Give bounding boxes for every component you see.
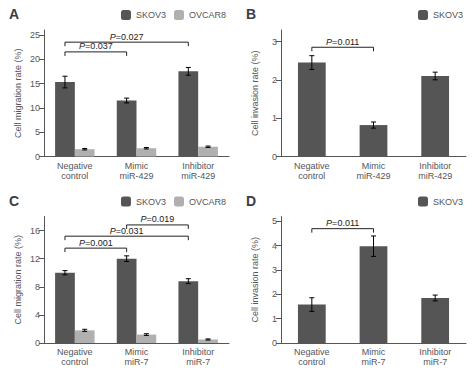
svg-text:0: 0	[35, 338, 40, 348]
svg-text:5: 5	[35, 127, 40, 137]
svg-text:A: A	[9, 6, 19, 22]
svg-text:P: P	[78, 237, 85, 248]
svg-text:miR-429: miR-429	[181, 171, 215, 181]
svg-text:Inhibitor: Inhibitor	[182, 347, 214, 357]
svg-text:Mimic: Mimic	[362, 161, 386, 171]
svg-text:SKOV3: SKOV3	[136, 197, 166, 207]
svg-text:12: 12	[30, 254, 40, 264]
svg-text:=0.027: =0.027	[116, 32, 144, 42]
svg-text:25: 25	[30, 30, 40, 40]
svg-text:miR-429: miR-429	[356, 171, 390, 181]
svg-text:SKOV3: SKOV3	[433, 10, 463, 20]
svg-text:control: control	[61, 171, 88, 181]
svg-text:Negative: Negative	[294, 161, 330, 171]
svg-text:10: 10	[30, 103, 40, 113]
svg-text:Mimic: Mimic	[125, 347, 149, 357]
svg-text:4: 4	[35, 310, 40, 320]
svg-text:Mimic: Mimic	[362, 347, 386, 357]
svg-text:P: P	[140, 214, 147, 225]
svg-text:Cell invasion rate (%): Cell invasion rate (%)	[250, 50, 260, 136]
svg-text:Negative: Negative	[294, 347, 330, 357]
svg-text:control: control	[61, 357, 88, 367]
svg-text:OVCAR8: OVCAR8	[189, 10, 226, 20]
svg-text:15: 15	[30, 79, 40, 89]
svg-text:Cell migration rate (%): Cell migration rate (%)	[13, 235, 23, 325]
svg-text:Negative: Negative	[57, 347, 93, 357]
svg-text:control: control	[298, 357, 325, 367]
svg-text:2: 2	[272, 289, 277, 299]
svg-text:SKOV3: SKOV3	[136, 10, 166, 20]
svg-text:P: P	[326, 218, 333, 229]
svg-text:16: 16	[30, 226, 40, 236]
svg-text:miR-429: miR-429	[418, 171, 452, 181]
svg-text:=0.011: =0.011	[332, 37, 359, 47]
svg-text:Cell invasion rate (%): Cell invasion rate (%)	[250, 237, 260, 323]
svg-text:2: 2	[272, 75, 277, 85]
svg-text:Inhibitor: Inhibitor	[182, 161, 214, 171]
svg-text:=0.019: =0.019	[147, 214, 175, 224]
svg-text:miR-7: miR-7	[423, 357, 447, 367]
svg-text:3: 3	[272, 37, 277, 47]
svg-text:P: P	[78, 41, 85, 52]
svg-text:=0.001: =0.001	[85, 238, 113, 248]
svg-text:miR-7: miR-7	[186, 357, 210, 367]
svg-text:P: P	[326, 36, 333, 47]
svg-text:0: 0	[35, 152, 40, 162]
svg-text:3: 3	[272, 265, 277, 275]
svg-text:1: 1	[272, 113, 277, 123]
svg-text:4: 4	[272, 241, 277, 251]
svg-text:=0.037: =0.037	[85, 41, 113, 51]
svg-text:Cell migration rate (%): Cell migration rate (%)	[13, 48, 23, 138]
svg-text:0: 0	[272, 152, 277, 162]
svg-text:Negative: Negative	[57, 161, 93, 171]
svg-text:Inhibitor: Inhibitor	[419, 161, 451, 171]
svg-text:SKOV3: SKOV3	[433, 197, 463, 207]
svg-text:miR-7: miR-7	[125, 357, 149, 367]
svg-text:0: 0	[272, 338, 277, 348]
svg-text:control: control	[298, 171, 325, 181]
svg-text:5: 5	[272, 216, 277, 226]
svg-text:=0.031: =0.031	[116, 226, 144, 236]
svg-text:P: P	[109, 31, 116, 42]
svg-text:D: D	[246, 193, 256, 209]
svg-text:miR-429: miR-429	[119, 171, 153, 181]
svg-text:C: C	[9, 193, 19, 209]
svg-text:=0.011: =0.011	[332, 218, 359, 228]
svg-text:20: 20	[30, 54, 40, 64]
svg-text:P: P	[109, 225, 116, 236]
svg-text:Mimic: Mimic	[125, 161, 149, 171]
svg-text:1: 1	[272, 314, 277, 324]
svg-text:OVCAR8: OVCAR8	[189, 197, 226, 207]
svg-text:miR-7: miR-7	[362, 357, 386, 367]
svg-text:B: B	[246, 6, 256, 22]
svg-text:8: 8	[35, 282, 40, 292]
svg-text:Inhibitor: Inhibitor	[419, 347, 451, 357]
